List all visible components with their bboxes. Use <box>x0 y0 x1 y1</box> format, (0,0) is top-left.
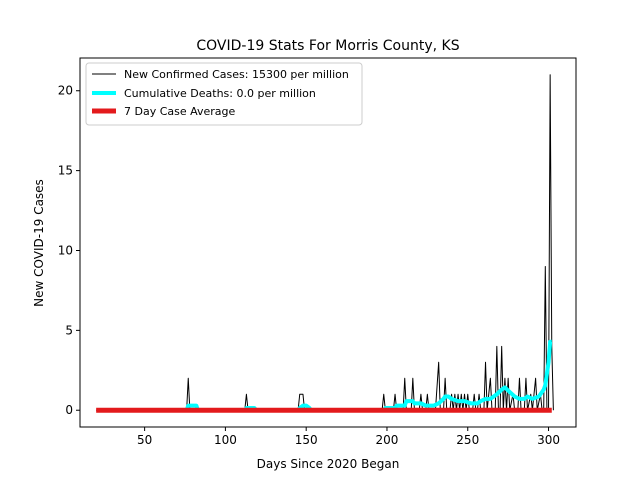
plot-lines <box>96 74 554 413</box>
legend-label-cumulative-deaths: Cumulative Deaths: 0.0 per million <box>124 87 316 100</box>
y-tick-label: 10 <box>58 243 73 257</box>
legend-box <box>85 62 363 126</box>
x-axis-ticks: 50 100 150 200 250 300 <box>137 427 560 447</box>
y-axis-ticks: 0 5 10 15 20 <box>58 84 80 417</box>
x-tick-label: 250 <box>456 433 479 447</box>
chart-title: COVID-19 Stats For Morris County, KS <box>196 38 459 54</box>
x-tick-label: 300 <box>537 433 560 447</box>
x-tick-label: 50 <box>137 433 152 447</box>
y-tick-label: 0 <box>65 403 73 417</box>
legend: New Confirmed Cases: 15300 per million C… <box>85 62 363 126</box>
legend-label-7-day-average: 7 Day Case Average <box>124 105 236 118</box>
axes-frame <box>79 57 577 428</box>
y-axis-label: New COVID-19 Cases <box>32 179 46 307</box>
y-tick-label: 15 <box>58 164 73 178</box>
x-axis-label: Days Since 2020 Began <box>257 457 400 471</box>
x-tick-label: 200 <box>376 433 399 447</box>
x-tick-label: 100 <box>214 433 237 447</box>
x-tick-label: 150 <box>295 433 318 447</box>
legend-label-new-cases: New Confirmed Cases: 15300 per million <box>124 68 349 81</box>
y-tick-label: 20 <box>58 84 73 98</box>
y-tick-label: 5 <box>65 323 73 337</box>
